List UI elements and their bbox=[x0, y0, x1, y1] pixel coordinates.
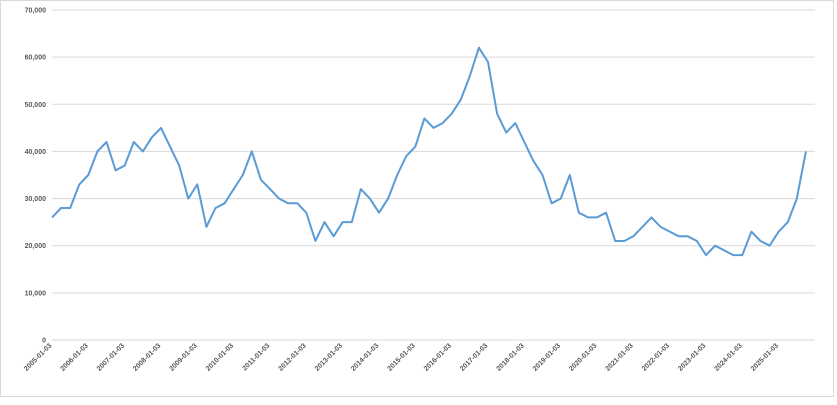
y-tick-label: 30,000 bbox=[25, 196, 47, 203]
y-tick-label: 40,000 bbox=[25, 149, 47, 156]
y-tick-label: 50,000 bbox=[25, 102, 47, 109]
y-tick-label: 60,000 bbox=[25, 55, 47, 62]
y-tick-label: 20,000 bbox=[25, 243, 47, 250]
y-tick-label: 70,000 bbox=[25, 8, 47, 15]
data-line bbox=[51, 46, 807, 257]
y-tick-label: 10,000 bbox=[25, 290, 47, 297]
y-tick-label: 0 bbox=[42, 338, 46, 345]
